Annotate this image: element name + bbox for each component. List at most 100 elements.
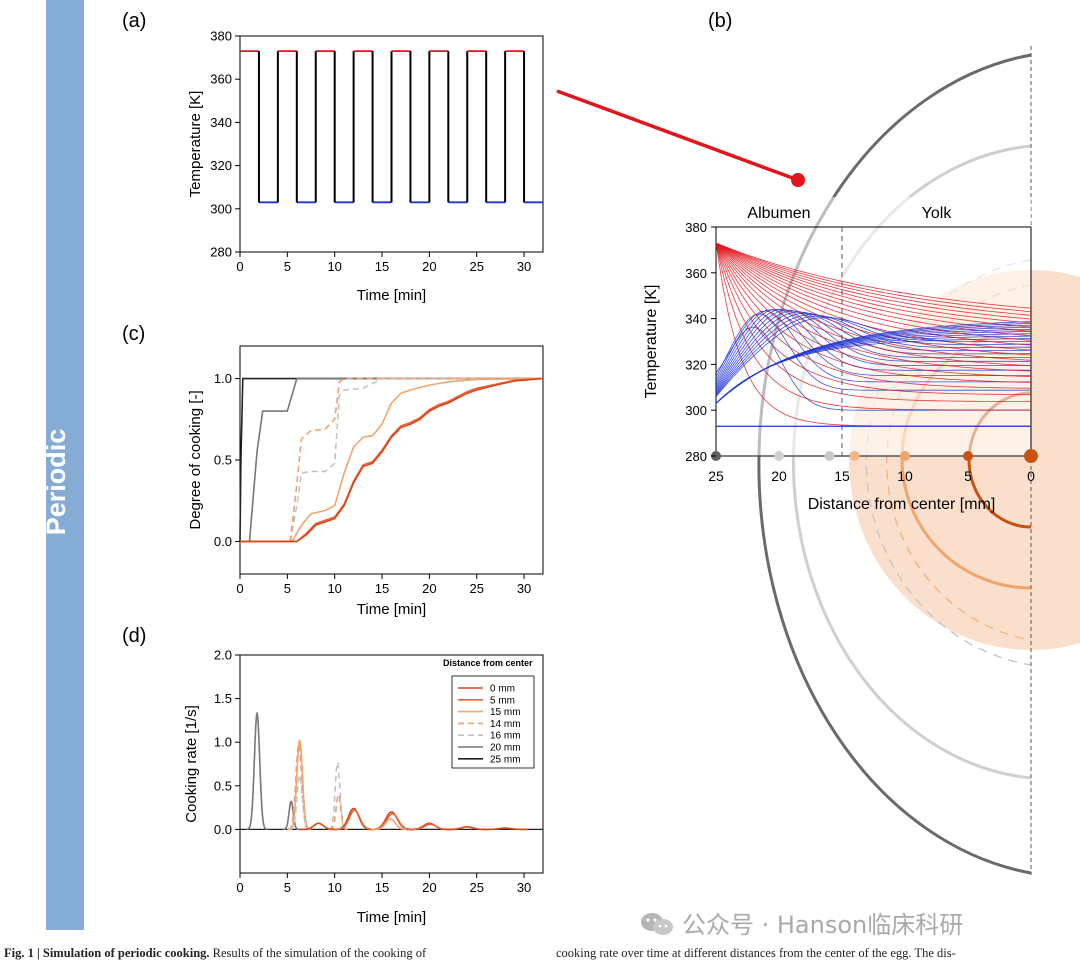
x-tick-label: 5 — [284, 259, 291, 274]
rate-peak — [328, 761, 347, 831]
x-axis-label: Time [min] — [357, 287, 426, 304]
x-tick-label: 5 — [284, 581, 291, 596]
y-tick-label: 0.5 — [214, 778, 232, 793]
y-tick-label: 360 — [685, 266, 707, 281]
x-tick-label: 20 — [771, 468, 787, 484]
heating-profile — [715, 242, 1032, 366]
x-tick-label: 15 — [375, 880, 389, 895]
rate-peak — [332, 807, 375, 831]
x-axis-label: Distance from center [mm] — [808, 496, 996, 513]
wechat-icon — [641, 913, 673, 935]
heating-profile — [715, 242, 1032, 351]
rate-peak — [289, 774, 311, 831]
caption-rest: Results of the simulation of the cooking… — [209, 946, 427, 960]
x-tick-label: 15 — [834, 468, 850, 484]
cooling-profile — [715, 310, 1031, 391]
rate-peak — [288, 738, 311, 831]
heating-profile — [715, 242, 1032, 402]
rate-peak — [333, 809, 376, 831]
series-line — [240, 377, 543, 543]
legend-label: 5 mm — [490, 695, 515, 706]
panel-d: 0 5 10 15 20 25 30 0.0 0.5 1.0 1.5 2.0 Time [min] Coo… — [122, 625, 544, 926]
probe-point — [1024, 449, 1038, 463]
legend-label: 25 mm — [490, 754, 521, 765]
panel-label: (d) — [122, 625, 146, 647]
y-tick-label: 300 — [685, 403, 707, 418]
x-tick-label: 10 — [897, 468, 913, 484]
series-line — [240, 377, 543, 543]
region-label: Albumen — [747, 205, 810, 222]
y-tick-label: 0.0 — [214, 822, 232, 837]
legend-label: 20 mm — [490, 743, 521, 754]
side-band — [46, 0, 84, 930]
x-tick-label: 0 — [236, 581, 243, 596]
y-tick-label: 0.0 — [214, 534, 232, 549]
legend-label: 15 mm — [490, 707, 521, 718]
plot-frame — [239, 35, 544, 253]
x-tick-label: 0 — [236, 259, 243, 274]
x-tick-label: 20 — [422, 259, 436, 274]
rate-peak — [282, 800, 300, 831]
y-tick-label: 1.5 — [214, 691, 232, 706]
x-tick-label: 0 — [1027, 468, 1035, 484]
heating-profile — [715, 242, 1032, 346]
heating-profile — [715, 242, 1032, 316]
rate-peak — [299, 822, 338, 831]
legend-title: Distance from center — [443, 658, 533, 668]
x-tick-label: 30 — [517, 581, 531, 596]
y-tick-label: 320 — [210, 158, 232, 173]
y-tick-label: 380 — [685, 220, 707, 235]
legend-label: 0 mm — [490, 684, 515, 695]
x-tick-label: 5 — [284, 880, 291, 895]
side-label: Periodic — [41, 429, 71, 536]
series-line — [240, 377, 544, 543]
legend-label: 16 mm — [490, 731, 521, 742]
region-label: Yolk — [922, 205, 953, 222]
y-tick-label: 1.0 — [214, 371, 232, 386]
ring-14mm — [885, 284, 1032, 641]
shell-outline — [757, 53, 1032, 875]
x-tick-label: 10 — [327, 259, 341, 274]
heating-profile — [715, 242, 1032, 389]
probe-point — [900, 451, 910, 461]
x-tick-label: 25 — [469, 581, 483, 596]
x-tick-label: 25 — [469, 259, 483, 274]
heating-profile — [715, 242, 1032, 372]
y-tick-label: 1.0 — [214, 735, 232, 750]
cooling-profile — [715, 315, 1031, 396]
heating-profile — [715, 242, 1032, 383]
probe-point — [774, 451, 784, 461]
watermark-text: 公众号 · Hanson临床科研 — [682, 911, 964, 939]
caption-left: Fig. 1 | Simulation of periodic cooking.… — [4, 946, 426, 961]
rate-peak — [287, 742, 311, 831]
x-tick-label: 0 — [236, 880, 243, 895]
heating-profile — [715, 242, 1032, 356]
x-tick-label: 5 — [964, 468, 972, 484]
panel-b: (b) Albumen Yolk 25 20 15 10 5 0 280 300 320 340 360 3… — [643, 10, 1038, 513]
y-tick-label: 320 — [685, 357, 707, 372]
y-tick-label: 300 — [210, 201, 232, 216]
y-axis-label: Temperature [K] — [643, 285, 660, 399]
cooling-profile — [715, 309, 1031, 388]
cooling-profile — [715, 310, 1031, 383]
probe-point — [824, 451, 835, 461]
y-axis-label: Temperature [K] — [187, 91, 204, 198]
x-tick-label: 15 — [375, 259, 389, 274]
heating-profile — [715, 242, 1032, 328]
plot-frame — [239, 345, 544, 575]
rate-peak — [246, 711, 268, 831]
heating-profile — [715, 242, 1032, 309]
panel-label: (c) — [122, 323, 145, 345]
pointer-line — [556, 89, 799, 182]
panel-label: (b) — [708, 10, 732, 32]
watermark: 公众号 · Hanson临床科研 — [640, 905, 963, 940]
plot-frame — [239, 654, 544, 874]
x-tick-label: 30 — [517, 259, 531, 274]
x-tick-label: 20 — [422, 581, 436, 596]
series-line — [240, 377, 544, 543]
y-tick-label: 2.0 — [214, 648, 232, 663]
rate-peak — [371, 818, 410, 831]
x-axis-label: Time [min] — [357, 601, 426, 618]
caption-right: cooking rate over time at different dist… — [556, 946, 956, 960]
